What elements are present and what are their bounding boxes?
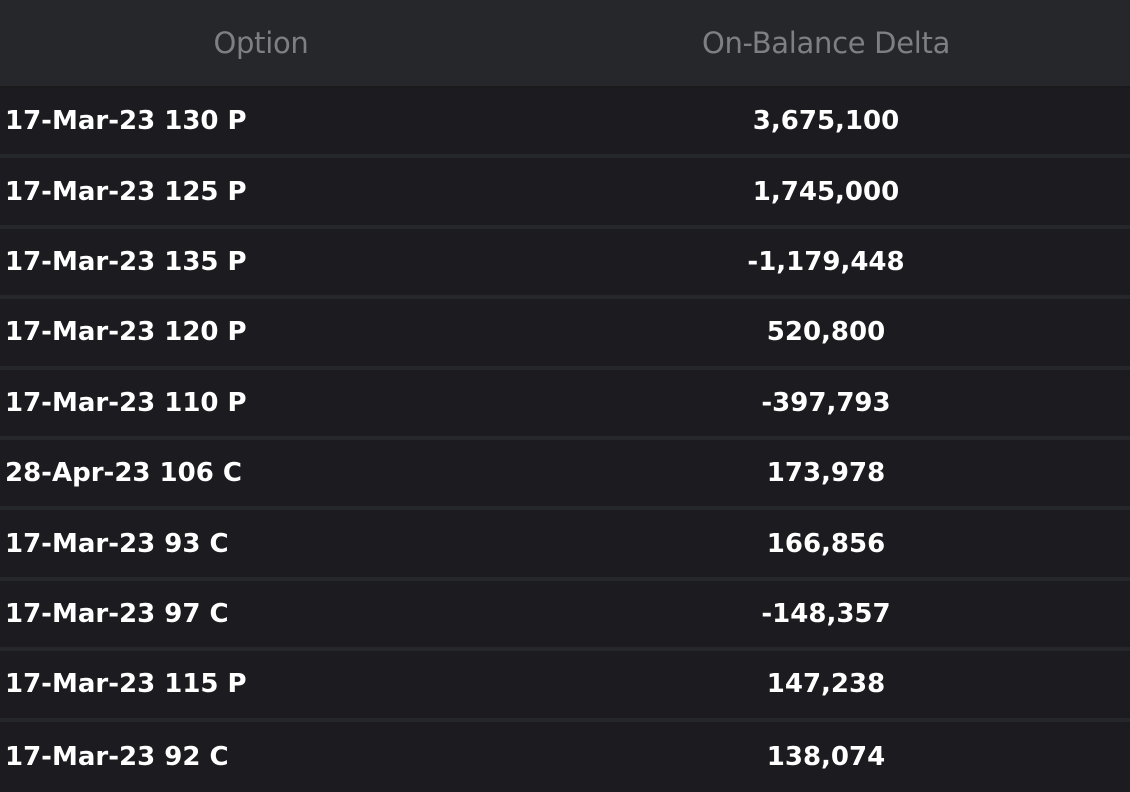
option-cell: 28-Apr-23 106 C (5, 458, 242, 489)
delta-cell: 138,074 (766, 741, 886, 772)
delta-cell: 520,800 (766, 317, 886, 348)
delta-cell: 147,238 (766, 669, 886, 700)
table-row[interactable]: 17-Mar-23 110 P -397,793 (0, 369, 1130, 440)
option-cell: 17-Mar-23 93 C (5, 528, 229, 559)
delta-cell: 166,856 (766, 528, 886, 559)
option-cell: 17-Mar-23 135 P (5, 246, 247, 277)
delta-cell: -397,793 (761, 387, 891, 418)
column-header-on-balance-delta[interactable]: On-Balance Delta (701, 26, 951, 60)
option-cell: 17-Mar-23 120 P (5, 317, 247, 348)
option-cell: 17-Mar-23 97 C (5, 598, 229, 629)
delta-cell: 1,745,000 (752, 176, 900, 207)
table-row[interactable]: 17-Mar-23 93 C 166,856 (0, 510, 1130, 581)
option-cell: 17-Mar-23 110 P (5, 387, 247, 418)
option-cell: 17-Mar-23 115 P (5, 669, 247, 700)
table-row[interactable]: 17-Mar-23 97 C -148,357 (0, 580, 1130, 652)
option-cell: 17-Mar-23 130 P (5, 106, 247, 137)
table-row[interactable]: 28-Apr-23 106 C 173,978 (0, 439, 1130, 511)
column-header-option[interactable]: Option (213, 26, 309, 60)
table-header: Option On-Balance Delta (0, 0, 1130, 88)
table-body: 17-Mar-23 130 P 3,675,100 17-Mar-23 125 … (0, 88, 1130, 792)
table-row[interactable]: 17-Mar-23 125 P 1,745,000 (0, 158, 1130, 229)
table-row[interactable]: 17-Mar-23 135 P -1,179,448 (0, 228, 1130, 300)
table-row[interactable]: 17-Mar-23 120 P 520,800 (0, 299, 1130, 370)
delta-cell: -1,179,448 (747, 246, 905, 277)
delta-cell: 173,978 (766, 458, 886, 489)
delta-cell: 3,675,100 (752, 106, 900, 137)
table-row[interactable]: 17-Mar-23 130 P 3,675,100 (0, 88, 1130, 159)
option-cell: 17-Mar-23 92 C (5, 741, 229, 772)
table-row[interactable]: 17-Mar-23 115 P 147,238 (0, 651, 1130, 722)
table-row[interactable]: 17-Mar-23 92 C 138,074 (0, 721, 1130, 792)
delta-cell: -148,357 (761, 598, 891, 629)
option-cell: 17-Mar-23 125 P (5, 176, 247, 207)
